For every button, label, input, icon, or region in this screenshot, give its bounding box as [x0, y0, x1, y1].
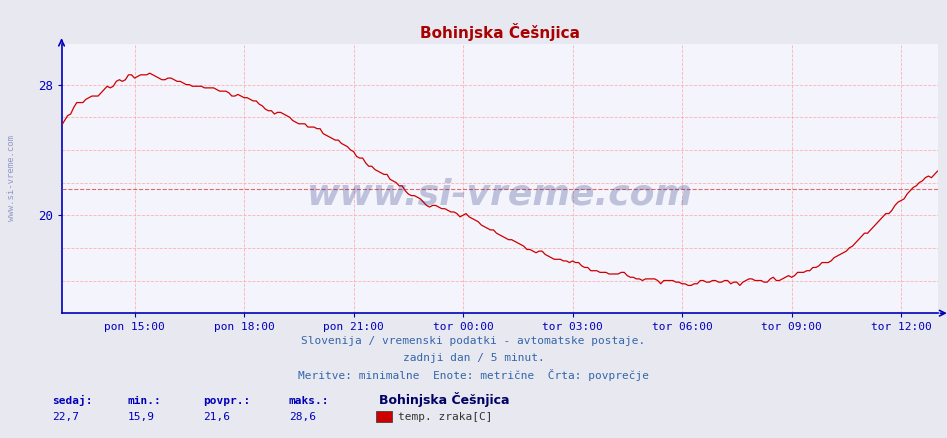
Text: 21,6: 21,6 [204, 412, 231, 422]
Text: 28,6: 28,6 [289, 412, 316, 422]
Text: maks.:: maks.: [289, 396, 330, 406]
Text: 22,7: 22,7 [52, 412, 80, 422]
Text: sedaj:: sedaj: [52, 395, 93, 406]
Text: www.si-vreme.com: www.si-vreme.com [307, 178, 692, 212]
Text: min.:: min.: [128, 396, 162, 406]
Text: temp. zraka[C]: temp. zraka[C] [398, 412, 492, 422]
Text: zadnji dan / 5 minut.: zadnji dan / 5 minut. [402, 353, 545, 364]
Text: Bohinjska Češnjica: Bohinjska Češnjica [379, 392, 509, 407]
Text: Meritve: minimalne  Enote: metrične  Črta: povprečje: Meritve: minimalne Enote: metrične Črta:… [298, 369, 649, 381]
Text: www.si-vreme.com: www.si-vreme.com [7, 135, 16, 222]
Text: povpr.:: povpr.: [204, 396, 251, 406]
Text: Slovenija / vremenski podatki - avtomatske postaje.: Slovenija / vremenski podatki - avtomats… [301, 336, 646, 346]
Title: Bohinjska Češnjica: Bohinjska Češnjica [420, 23, 580, 41]
Text: 15,9: 15,9 [128, 412, 155, 422]
